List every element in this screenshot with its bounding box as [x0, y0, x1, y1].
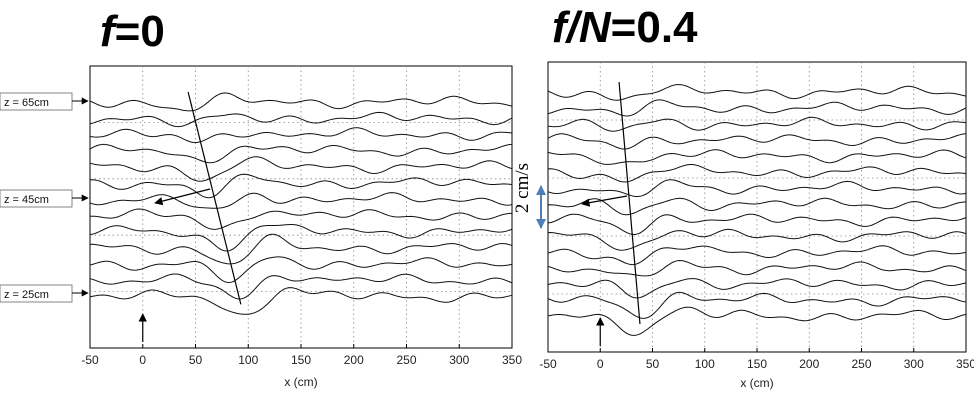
title-right-rest: =0.4 [611, 3, 698, 52]
trace-line [89, 173, 513, 199]
depth-label-65: z = 65cm [0, 92, 89, 111]
trace-line [89, 256, 513, 284]
trace-line [89, 273, 513, 300]
trace-line [547, 84, 967, 101]
velocity-scale-bar: 2 cm/s [512, 163, 546, 229]
propagation-arrow-right [581, 195, 628, 207]
x-tick-label: 200 [344, 353, 364, 367]
x-axis-label-left: x (cm) [284, 375, 317, 389]
traces-right [547, 84, 967, 336]
x-ticks-left: -50 0 50 100 150 200 250 300 350 [81, 344, 522, 367]
wavefront-line-right [618, 81, 641, 325]
trace-line [547, 164, 967, 183]
trace-line [89, 111, 513, 128]
depth-label-25: z = 25cm [0, 284, 89, 303]
title-left-rest: =0 [115, 7, 165, 56]
trace-line [89, 233, 513, 265]
x-tick-label: 150 [747, 357, 767, 371]
title-left-italic: f [100, 7, 119, 56]
x-tick-label: 100 [238, 353, 258, 367]
trace-line [547, 179, 967, 197]
chart-title-right: f/N=0.4 [552, 3, 698, 52]
x-tick-label: 50 [646, 357, 660, 371]
trace-line [89, 127, 513, 144]
trace-line [89, 156, 513, 182]
svg-text:z = 45cm: z = 45cm [4, 194, 49, 206]
depth-label-45: z = 45cm [0, 189, 89, 208]
x-tick-label: 300 [904, 357, 924, 371]
x-tick-label: -50 [539, 357, 557, 371]
trace-line [547, 116, 967, 132]
x-tick-label: 100 [695, 357, 715, 371]
x-tick-label: 0 [597, 357, 604, 371]
traces-left [89, 92, 513, 315]
trace-line [547, 149, 967, 165]
x-tick-label: -50 [81, 353, 99, 367]
x-axis-label-right: x (cm) [740, 376, 773, 390]
title-right-italic: f/N [552, 3, 612, 52]
x-tick-label: 300 [449, 353, 469, 367]
propagation-arrow-left [154, 188, 211, 206]
x-tick-label: 250 [851, 357, 871, 371]
trace-line [89, 208, 512, 230]
trace-line [547, 99, 967, 117]
trace-line [547, 197, 966, 216]
chart-title-left: f=0 [100, 7, 165, 56]
wavefront-line-left [187, 91, 242, 305]
svg-text:z = 65cm: z = 65cm [4, 97, 49, 109]
panel-right: f/N=0.4 -50 0 50 100 150 200 250 300 350 x (cm) … [512, 3, 974, 390]
trace-line [547, 133, 967, 150]
trace-line [89, 224, 513, 252]
trace-line [547, 245, 967, 266]
trace-line [547, 291, 967, 319]
x-tick-label: 200 [799, 357, 819, 371]
panel-left: f=0 -50 0 50 100 150 200 250 300 350 x (cm) z = … [0, 7, 522, 389]
x-tick-label: 0 [139, 353, 146, 367]
x-tick-label: 250 [396, 353, 416, 367]
trace-line [547, 278, 967, 299]
x-ticks-right: -50 0 50 100 150 200 250 300 350 [539, 348, 974, 371]
trace-line [547, 213, 967, 236]
svg-text:z = 25cm: z = 25cm [4, 289, 49, 301]
trace-line [89, 92, 513, 112]
x-tick-label: 350 [956, 357, 974, 371]
grid-left [90, 66, 512, 348]
x-tick-label: 350 [502, 353, 522, 367]
x-tick-label: 150 [291, 353, 311, 367]
trace-line [547, 306, 967, 336]
trace-line [547, 228, 967, 251]
trace-line [89, 287, 513, 315]
trace-line [89, 143, 513, 164]
scale-label: 2 cm/s [512, 163, 533, 213]
trace-line [547, 259, 967, 277]
grid-right [548, 62, 966, 352]
x-tick-label: 50 [189, 353, 203, 367]
trace-line [89, 192, 513, 209]
